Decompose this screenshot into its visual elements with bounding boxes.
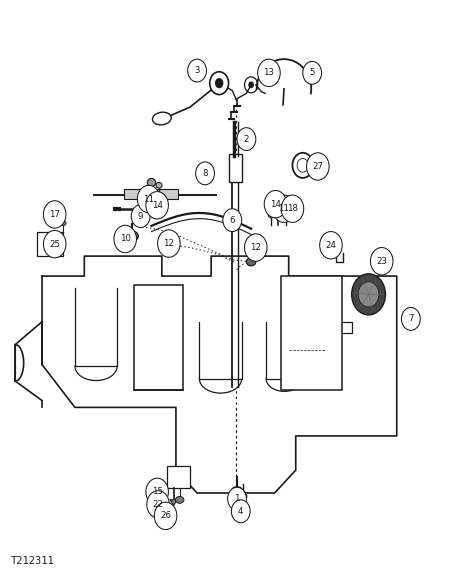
Circle shape <box>281 195 304 223</box>
Circle shape <box>352 274 385 315</box>
Ellipse shape <box>268 212 274 218</box>
Ellipse shape <box>238 493 247 500</box>
Circle shape <box>237 128 256 151</box>
Text: 4: 4 <box>238 507 244 516</box>
Text: 14: 14 <box>152 201 163 210</box>
Text: 17: 17 <box>49 210 60 219</box>
Circle shape <box>248 82 254 89</box>
Text: 12: 12 <box>250 243 261 252</box>
Text: 9: 9 <box>138 212 143 221</box>
Circle shape <box>358 282 379 307</box>
Circle shape <box>245 234 267 261</box>
Text: 13: 13 <box>264 68 274 78</box>
FancyBboxPatch shape <box>124 189 178 199</box>
Circle shape <box>258 59 280 87</box>
Text: 8: 8 <box>202 169 208 178</box>
Circle shape <box>228 487 246 510</box>
Ellipse shape <box>246 258 256 266</box>
Text: 11: 11 <box>279 204 290 213</box>
Text: B: B <box>48 240 53 248</box>
Ellipse shape <box>274 208 283 216</box>
Circle shape <box>131 205 150 228</box>
Circle shape <box>223 209 242 232</box>
Text: 5: 5 <box>310 68 315 78</box>
Circle shape <box>147 490 169 518</box>
Text: 2: 2 <box>244 135 249 144</box>
Text: 1: 1 <box>234 494 240 503</box>
Text: 7: 7 <box>408 315 414 323</box>
Circle shape <box>231 500 250 523</box>
Ellipse shape <box>60 220 66 225</box>
Text: T212311: T212311 <box>10 556 55 566</box>
Circle shape <box>401 308 420 330</box>
Circle shape <box>114 225 137 252</box>
Ellipse shape <box>231 486 243 496</box>
Circle shape <box>215 78 223 89</box>
Circle shape <box>44 231 66 258</box>
Text: 15: 15 <box>152 488 163 496</box>
Circle shape <box>188 59 207 82</box>
Ellipse shape <box>153 112 171 125</box>
Circle shape <box>210 72 228 94</box>
Text: 11: 11 <box>143 194 154 204</box>
Text: 6: 6 <box>229 216 235 225</box>
Circle shape <box>264 190 287 218</box>
Polygon shape <box>170 500 177 505</box>
FancyBboxPatch shape <box>281 276 342 390</box>
Circle shape <box>319 232 342 259</box>
FancyBboxPatch shape <box>37 232 63 256</box>
Circle shape <box>371 248 393 275</box>
Circle shape <box>307 153 329 180</box>
Ellipse shape <box>125 231 138 241</box>
Circle shape <box>196 162 214 185</box>
Text: 25: 25 <box>49 240 60 248</box>
Circle shape <box>155 502 177 530</box>
Circle shape <box>44 201 66 228</box>
Circle shape <box>157 230 180 257</box>
Text: 27: 27 <box>312 162 323 171</box>
Circle shape <box>146 478 168 505</box>
Ellipse shape <box>147 178 156 186</box>
Ellipse shape <box>164 240 174 249</box>
FancyBboxPatch shape <box>229 155 242 182</box>
Text: 24: 24 <box>326 241 337 250</box>
Circle shape <box>292 153 313 178</box>
Circle shape <box>303 62 321 85</box>
Text: 18: 18 <box>287 204 298 213</box>
Ellipse shape <box>175 496 184 503</box>
Text: 3: 3 <box>194 66 200 75</box>
FancyBboxPatch shape <box>134 285 183 390</box>
Circle shape <box>137 185 160 213</box>
Text: 14: 14 <box>270 200 281 209</box>
Ellipse shape <box>283 212 289 217</box>
Ellipse shape <box>156 182 162 188</box>
Text: 10: 10 <box>119 235 131 243</box>
Circle shape <box>146 191 168 219</box>
Circle shape <box>273 195 295 223</box>
Text: 23: 23 <box>376 257 387 266</box>
Text: 22: 22 <box>153 500 164 509</box>
FancyBboxPatch shape <box>167 466 190 488</box>
Text: 12: 12 <box>164 239 174 248</box>
Text: 26: 26 <box>160 511 171 520</box>
